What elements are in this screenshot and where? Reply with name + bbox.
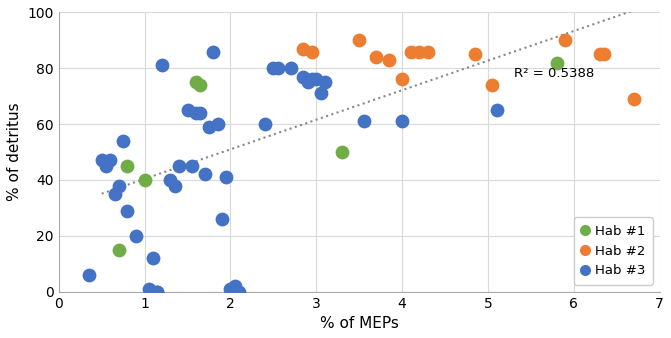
Point bbox=[165, 177, 176, 183]
Point bbox=[595, 52, 605, 57]
Point bbox=[599, 52, 609, 57]
Point bbox=[358, 119, 369, 124]
Legend: Hab #1, Hab #2, Hab #3: Hab #1, Hab #2, Hab #3 bbox=[574, 217, 653, 285]
Point bbox=[182, 107, 193, 113]
Point bbox=[187, 163, 197, 169]
X-axis label: % of MEPs: % of MEPs bbox=[320, 316, 399, 331]
Y-axis label: % of detritus: % of detritus bbox=[7, 103, 22, 201]
Point bbox=[122, 163, 133, 169]
Point bbox=[117, 138, 128, 144]
Point bbox=[113, 183, 124, 188]
Point bbox=[298, 46, 309, 51]
Point bbox=[229, 283, 240, 289]
Point bbox=[397, 119, 407, 124]
Point bbox=[105, 158, 115, 163]
Point bbox=[423, 49, 433, 54]
Point bbox=[174, 163, 185, 169]
Point bbox=[152, 289, 163, 294]
Point bbox=[139, 177, 150, 183]
Point bbox=[113, 247, 124, 252]
Point bbox=[268, 66, 278, 71]
Point bbox=[122, 208, 133, 213]
Point bbox=[203, 124, 214, 129]
Point bbox=[315, 91, 326, 96]
Point bbox=[552, 60, 562, 66]
Point bbox=[217, 216, 227, 222]
Point bbox=[307, 77, 317, 82]
Point bbox=[311, 77, 321, 82]
Point bbox=[371, 54, 382, 60]
Point bbox=[470, 52, 480, 57]
Point bbox=[260, 121, 270, 127]
Text: R² = 0.5388: R² = 0.5388 bbox=[514, 67, 594, 80]
Point bbox=[208, 49, 219, 54]
Point bbox=[405, 49, 416, 54]
Point bbox=[191, 110, 201, 116]
Point bbox=[191, 79, 201, 85]
Point bbox=[354, 38, 364, 43]
Point bbox=[199, 172, 210, 177]
Point bbox=[491, 107, 502, 113]
Point bbox=[384, 57, 395, 63]
Point bbox=[629, 96, 639, 102]
Point bbox=[169, 183, 180, 188]
Point bbox=[195, 82, 206, 88]
Point bbox=[144, 286, 154, 292]
Point bbox=[97, 158, 107, 163]
Point bbox=[560, 38, 570, 43]
Point bbox=[131, 233, 142, 239]
Point bbox=[303, 79, 313, 85]
Point bbox=[83, 272, 94, 277]
Point bbox=[109, 191, 120, 197]
Point bbox=[285, 66, 296, 71]
Point bbox=[319, 79, 330, 85]
Point bbox=[298, 74, 309, 79]
Point bbox=[148, 256, 158, 261]
Point bbox=[397, 77, 407, 82]
Point bbox=[152, 289, 163, 294]
Point bbox=[195, 110, 206, 116]
Point bbox=[487, 82, 498, 88]
Point bbox=[212, 121, 223, 127]
Point bbox=[221, 174, 231, 180]
Point bbox=[337, 149, 348, 155]
Point bbox=[101, 163, 111, 169]
Point bbox=[234, 289, 244, 294]
Point bbox=[272, 66, 283, 71]
Point bbox=[414, 49, 425, 54]
Point bbox=[307, 49, 317, 54]
Point bbox=[225, 286, 236, 292]
Point bbox=[156, 63, 167, 68]
